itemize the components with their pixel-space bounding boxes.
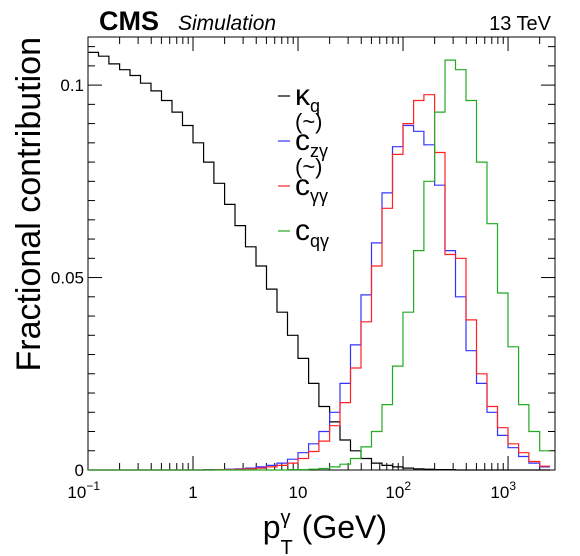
header-experiment: CMS: [99, 6, 159, 36]
tick-labels: 0 0.05 0.1 10−1 1 10 102 103: [51, 76, 516, 502]
y-tick-label: 0: [75, 461, 84, 480]
x-axis-title-sub: T: [281, 537, 293, 556]
x-tick-label: 1: [188, 483, 197, 502]
x-tick-label: 102: [385, 479, 411, 502]
x-tick-label: 10−1: [67, 479, 100, 502]
x-axis-title-unit: (GeV): [293, 509, 387, 545]
x-axis-title-base: p: [263, 509, 281, 545]
y-tick-label: 0.1: [60, 76, 84, 95]
series-line-1: [88, 51, 550, 471]
y-axis-title: Fractional contribution: [10, 37, 48, 372]
plot-frame: [87, 36, 556, 471]
legend-tilde-2: (~): [295, 109, 323, 134]
legend-label-1: κq: [295, 79, 320, 116]
legend-label-4: cqγ: [295, 214, 329, 251]
x-tick-label: 103: [490, 479, 516, 502]
series-group: [88, 51, 550, 471]
header-energy: 13 TeV: [489, 13, 552, 35]
header-tag: Simulation: [178, 12, 276, 35]
legend-label-3: cγγ: [295, 169, 328, 206]
legend-tilde-3: (~): [295, 154, 323, 179]
x-tick-label: 10: [289, 483, 308, 502]
series-line-4: [88, 59, 550, 471]
y-tick-label: 0.05: [51, 269, 84, 288]
x-axis-title-sup: γ: [281, 507, 291, 529]
x-axis-title: pγ T (GeV): [263, 507, 387, 556]
axis-ticks: [87, 37, 555, 471]
legend-label-2: czγ: [295, 124, 328, 161]
